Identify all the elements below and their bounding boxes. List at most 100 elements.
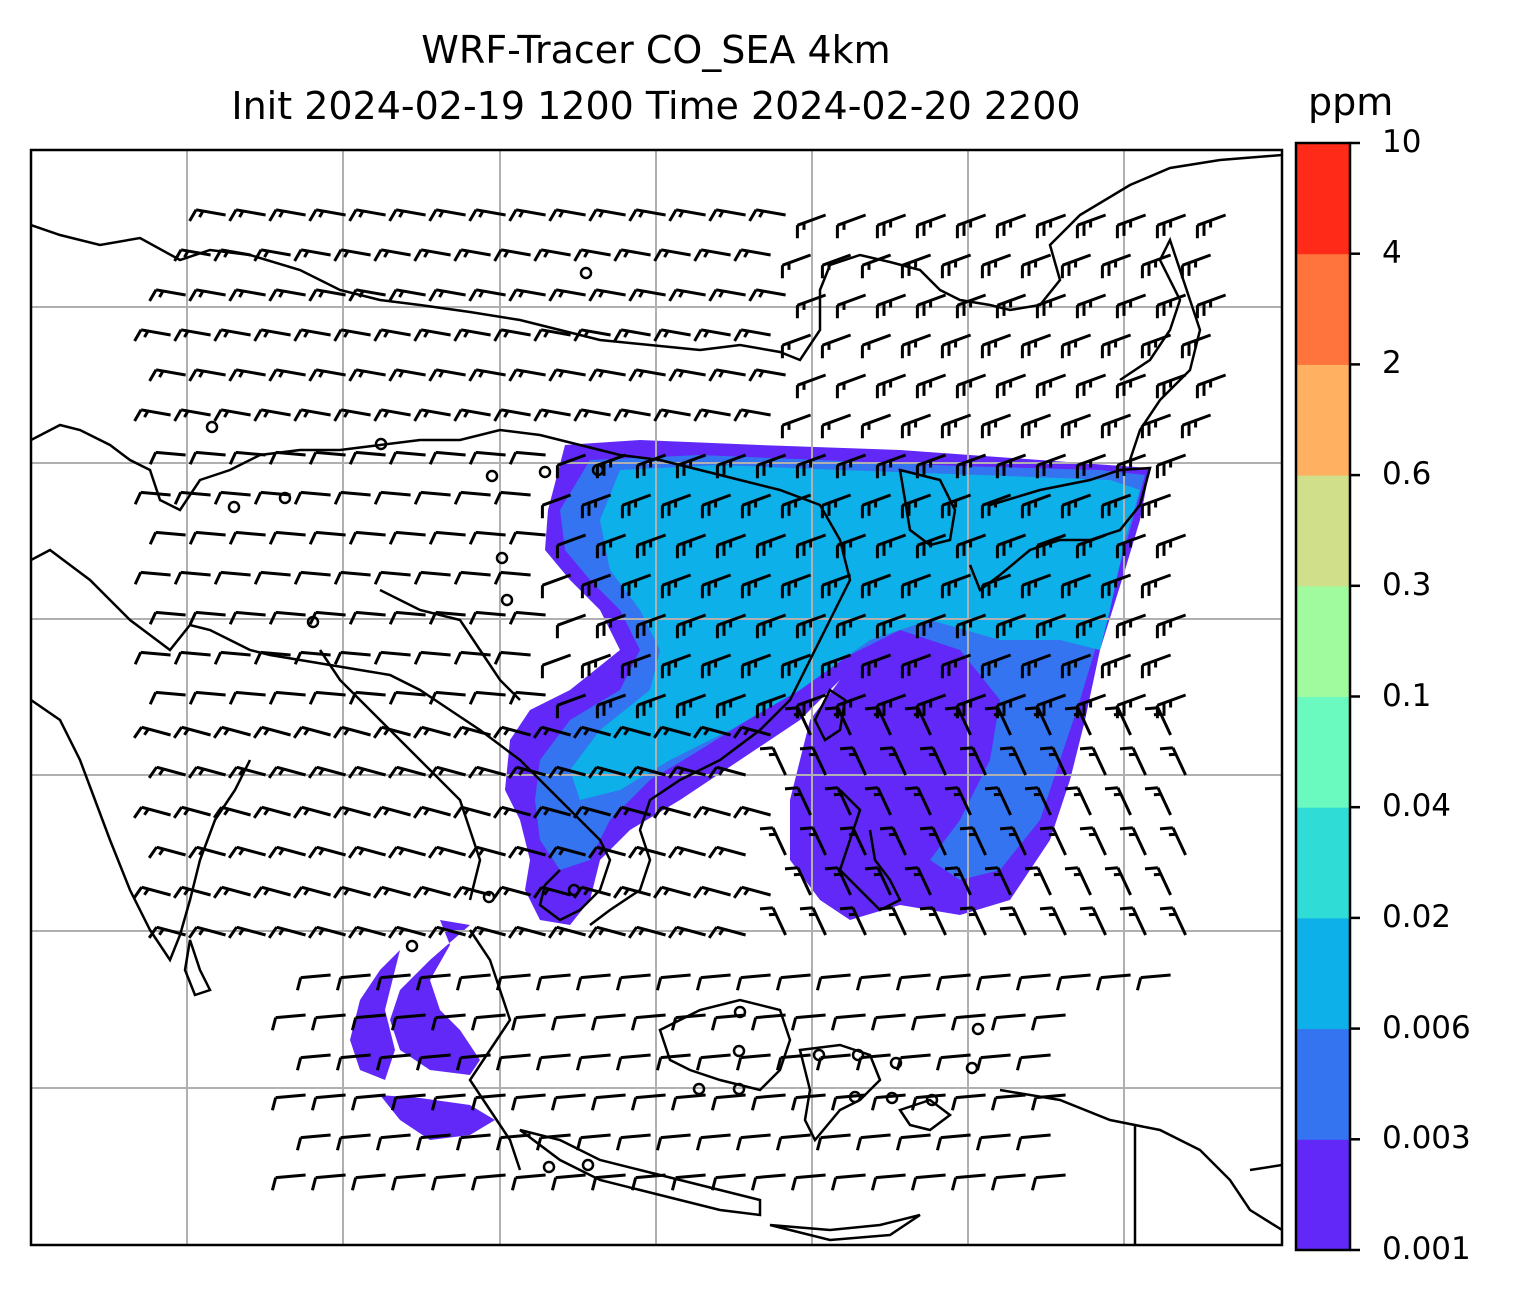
wind-barb xyxy=(980,253,1012,279)
wind-barb xyxy=(595,693,627,719)
wind-barb xyxy=(388,450,426,465)
wind-barb xyxy=(652,805,691,819)
wind-barb xyxy=(252,725,291,739)
wind-barb xyxy=(1104,866,1132,896)
wind-barb xyxy=(955,373,987,399)
wind-barb xyxy=(693,248,731,262)
wind-barb xyxy=(468,368,506,382)
wind-barb xyxy=(595,453,627,479)
wind-barb xyxy=(493,570,531,585)
wind-barb xyxy=(588,288,626,302)
wind-barb xyxy=(148,530,186,545)
wind-barb xyxy=(1195,213,1227,239)
wind-barb xyxy=(695,1053,731,1071)
wind-barb xyxy=(628,288,666,302)
wind-barb xyxy=(733,328,771,342)
wind-barb xyxy=(900,573,932,599)
wind-barb xyxy=(307,925,346,939)
wind-barb xyxy=(915,213,947,239)
plume-level-low-south xyxy=(350,920,480,1080)
wind-barb xyxy=(388,368,426,382)
wind-barb xyxy=(790,1013,826,1031)
wind-barb xyxy=(628,368,666,382)
colorbar-tick-label: 0.001 xyxy=(1382,1231,1471,1267)
wind-barb xyxy=(904,706,932,736)
wind-barb xyxy=(428,690,466,705)
wind-barb xyxy=(308,530,346,545)
wind-barb xyxy=(740,573,772,599)
wind-barb xyxy=(470,1173,506,1191)
wind-barb xyxy=(860,253,892,279)
wind-barb xyxy=(652,725,691,739)
colorbar-swatch xyxy=(1296,696,1350,808)
wind-barb xyxy=(707,845,746,859)
wind-barb xyxy=(1135,973,1171,991)
wind-barb xyxy=(547,845,586,859)
wind-barb xyxy=(670,1013,706,1031)
wind-barb xyxy=(1155,213,1187,239)
wind-barb xyxy=(1140,333,1172,359)
wind-barb xyxy=(755,533,787,559)
wind-barb xyxy=(910,1013,946,1031)
wind-barb xyxy=(820,573,852,599)
wind-barb xyxy=(980,573,1012,599)
wind-barb xyxy=(1155,613,1187,639)
wind-barb xyxy=(493,650,531,665)
wind-barb xyxy=(467,925,506,939)
wind-barb xyxy=(547,925,586,939)
wind-barb xyxy=(387,925,426,939)
wind-barb xyxy=(507,845,546,859)
wind-barb xyxy=(693,408,731,422)
wind-barb xyxy=(390,1173,426,1191)
wind-barb xyxy=(879,746,907,776)
wind-barb xyxy=(227,925,266,939)
wind-barb xyxy=(333,248,371,262)
colorbar-tick-label: 0.003 xyxy=(1382,1120,1471,1157)
wind-barb xyxy=(900,413,932,439)
wind-barb xyxy=(1055,973,1091,991)
wind-barb xyxy=(347,845,386,859)
wind-barb xyxy=(427,765,466,779)
wind-barb xyxy=(580,653,612,679)
wind-barb xyxy=(415,1053,451,1071)
wind-barb xyxy=(735,1053,771,1071)
wind-barb xyxy=(595,613,627,639)
wind-barb xyxy=(759,906,787,936)
wind-barb xyxy=(1180,253,1212,279)
wind-barb xyxy=(910,1173,946,1191)
wind-barb xyxy=(1144,706,1172,736)
wind-barb xyxy=(839,826,867,856)
wind-barb xyxy=(1180,333,1212,359)
colorbar-tick-label: 10 xyxy=(1382,124,1422,160)
wind-barb xyxy=(1060,413,1092,439)
wind-barb xyxy=(670,1173,706,1191)
wind-barb xyxy=(630,1173,666,1191)
wind-barb xyxy=(268,368,306,382)
wind-barb xyxy=(935,1133,971,1151)
wind-barb xyxy=(372,805,411,819)
wind-barb xyxy=(270,1013,306,1031)
wind-barb xyxy=(375,973,411,991)
wind-barb xyxy=(1144,786,1172,816)
wind-barb xyxy=(1039,746,1067,776)
colorbar-unit: ppm xyxy=(1308,80,1394,124)
wind-barb xyxy=(755,693,787,719)
wind-barb xyxy=(1060,493,1092,519)
wind-barb xyxy=(587,925,626,939)
wind-barb xyxy=(1115,293,1147,319)
wind-barb xyxy=(710,1093,746,1111)
wind-barb xyxy=(820,653,852,679)
wind-barb xyxy=(955,453,987,479)
wind-barb xyxy=(572,805,611,819)
wind-barb xyxy=(784,706,812,736)
wind-barb xyxy=(692,805,731,819)
wind-barb xyxy=(1015,973,1051,991)
wind-barb xyxy=(308,368,346,382)
wind-barb xyxy=(293,328,331,342)
wind-barb xyxy=(493,490,531,505)
wind-barb xyxy=(653,248,691,262)
wind-barb xyxy=(915,373,947,399)
wind-barb xyxy=(1020,253,1052,279)
wind-barb xyxy=(555,693,587,719)
wind-barb xyxy=(228,610,266,625)
